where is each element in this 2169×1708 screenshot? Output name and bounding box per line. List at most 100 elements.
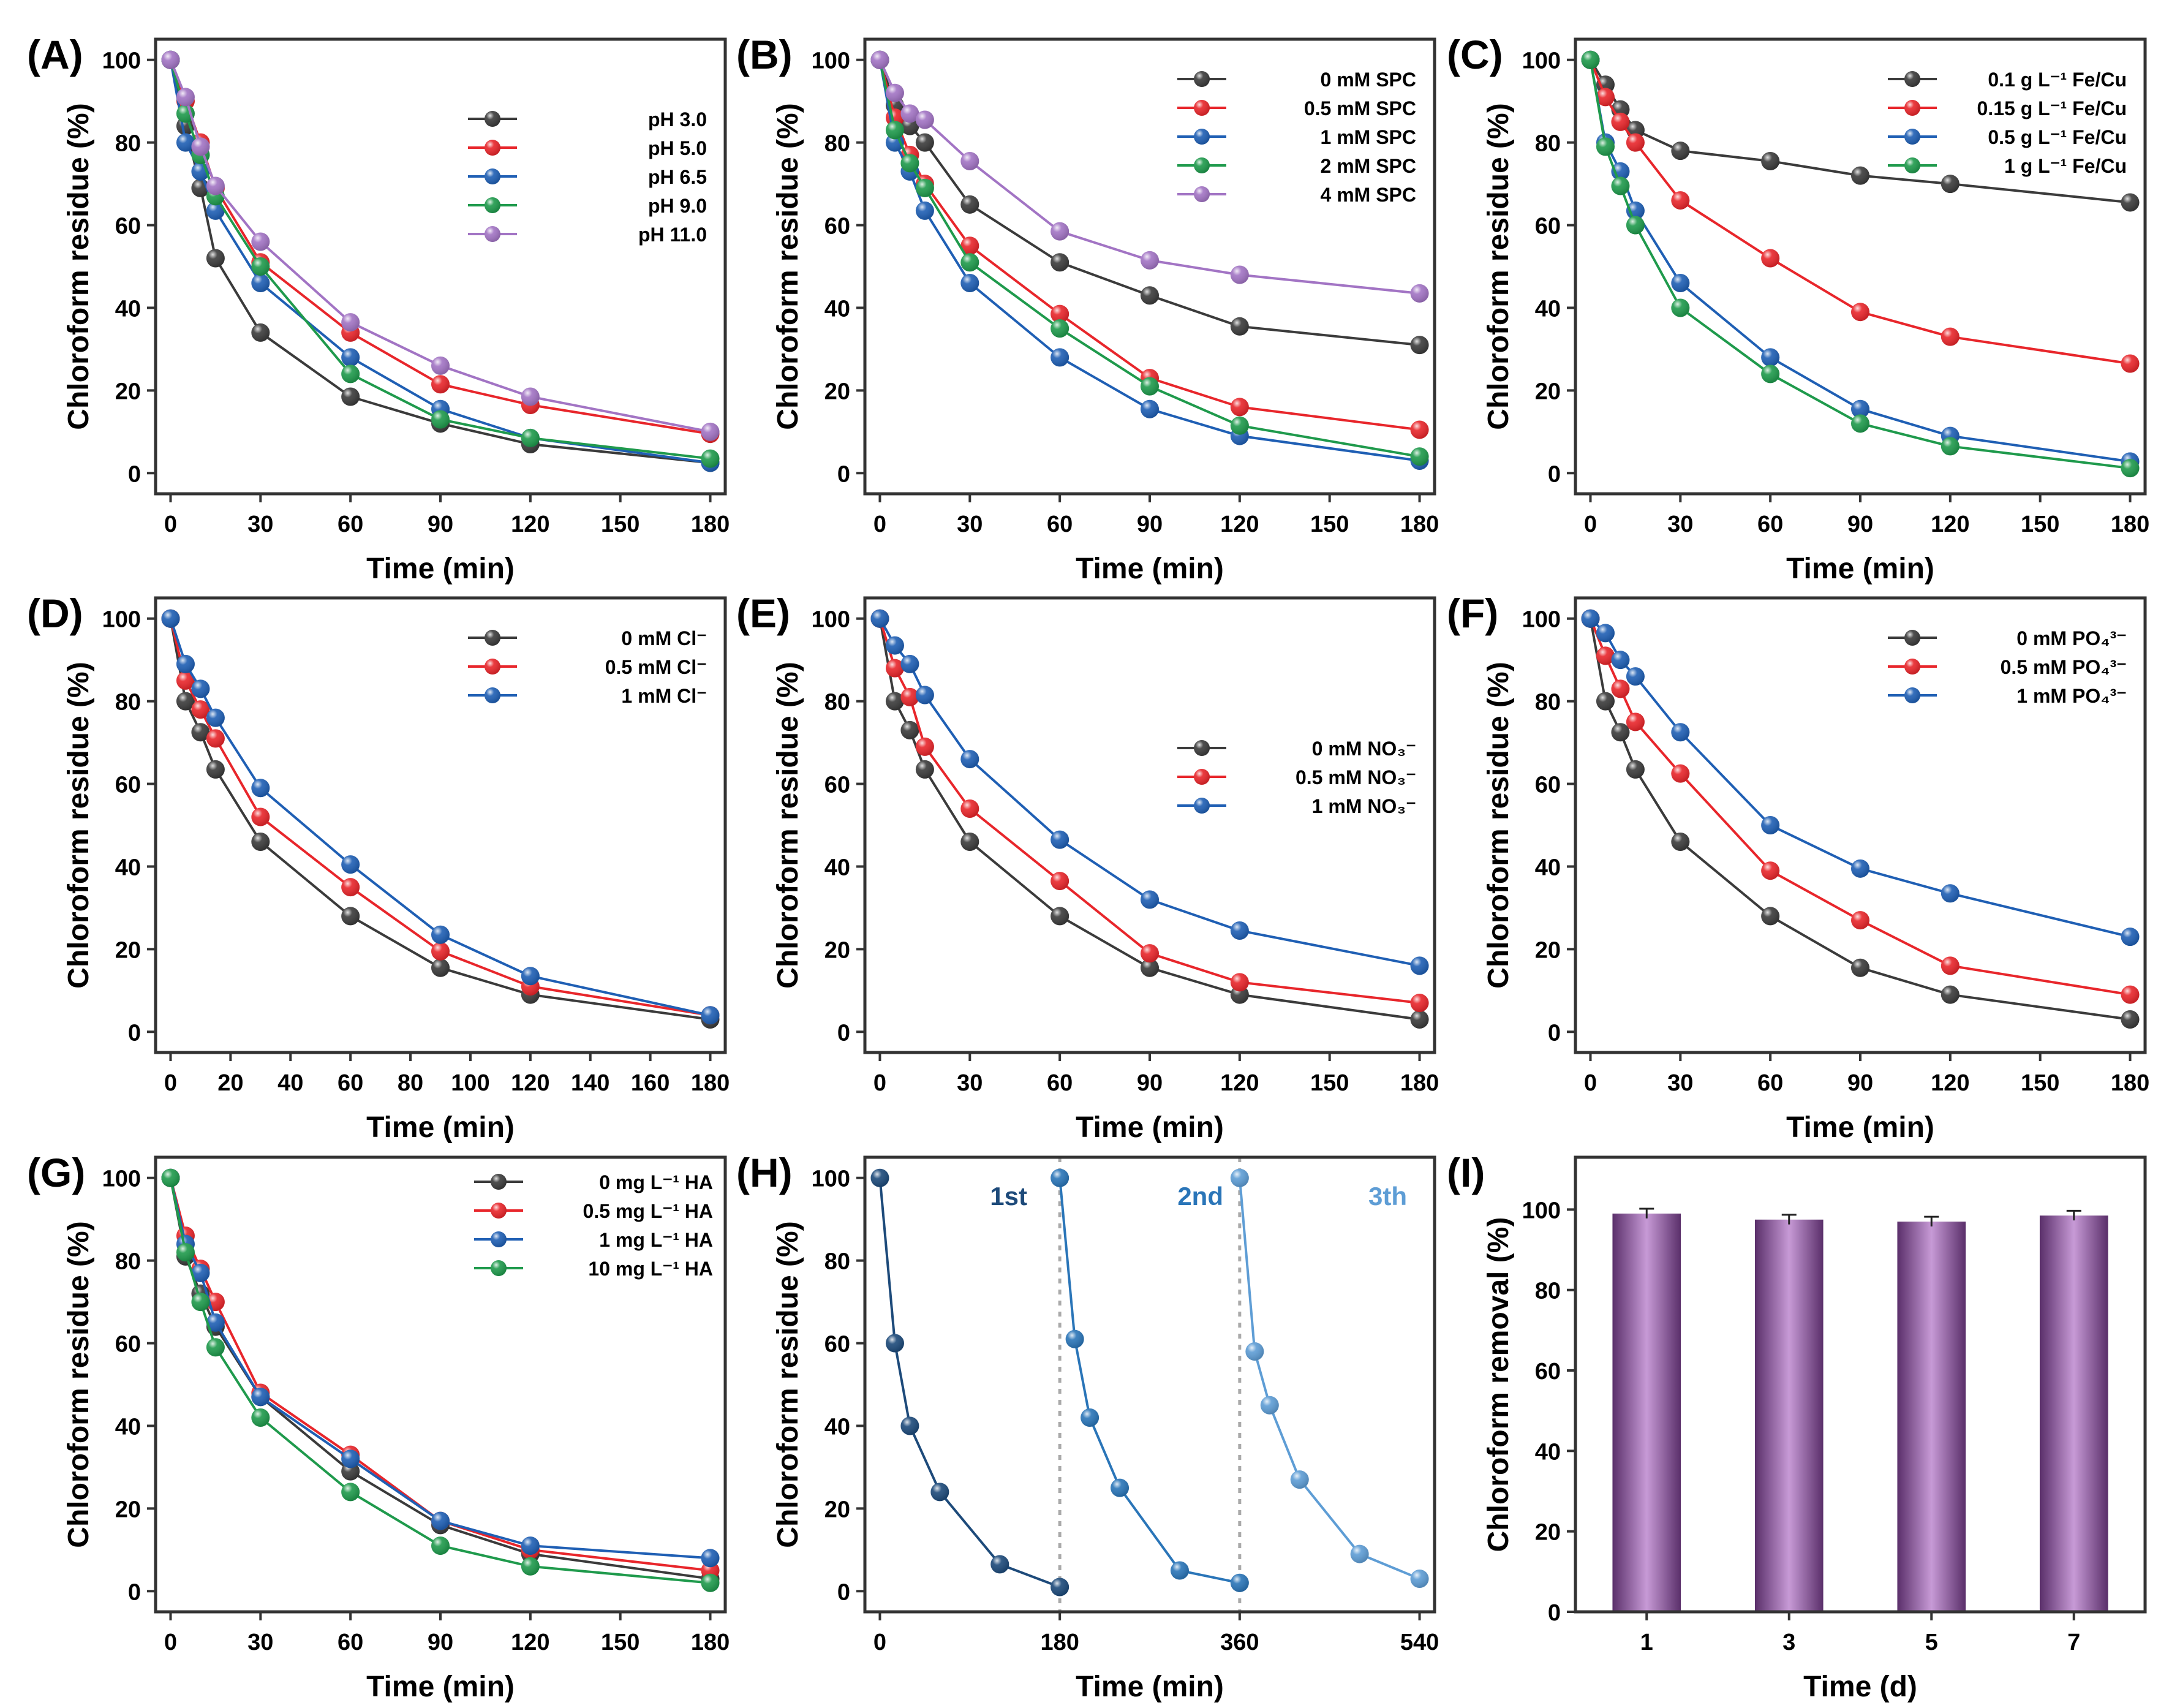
y-tick-label: 20 bbox=[115, 379, 141, 404]
y-axis-title: Chloroform removal (%) bbox=[1482, 1217, 1515, 1552]
data-point-highlight bbox=[1596, 646, 1615, 665]
y-tick-label: 60 bbox=[115, 1332, 141, 1358]
data-point-highlight bbox=[161, 50, 180, 69]
x-tick-label: 5 bbox=[1925, 1630, 1938, 1655]
data-point-highlight bbox=[1581, 609, 1600, 628]
data-point-highlight bbox=[206, 249, 225, 268]
legend-marker-highlight bbox=[1194, 157, 1210, 173]
data-point-highlight bbox=[1671, 764, 1690, 783]
x-tick-label: 120 bbox=[511, 1630, 549, 1655]
data-point-highlight bbox=[251, 232, 270, 251]
panel-b: (B) 0 20 40 60 80 100 0 30 60 90 120 150 180 Time (min… bbox=[736, 32, 1439, 585]
x-tick-label: 120 bbox=[1220, 1070, 1259, 1096]
panel-f: (F) 0 20 40 60 80 100 0 30 60 90 120 150 180 Time (min… bbox=[1447, 591, 2149, 1144]
data-point-highlight bbox=[191, 137, 210, 156]
x-tick-label: 60 bbox=[338, 1630, 363, 1655]
legend-marker-highlight bbox=[491, 1174, 507, 1190]
data-point-highlight bbox=[900, 1416, 919, 1435]
x-tick-label: 180 bbox=[2111, 1070, 2149, 1096]
data-point-highlight bbox=[1230, 398, 1249, 417]
y-tick-label: 80 bbox=[1535, 131, 1561, 157]
plot-area: 0 mM SPC 0.5 mM SPC 1 mM SPC 2 mM SPC 4 mM S… bbox=[870, 50, 1429, 470]
data-point-highlight bbox=[341, 855, 360, 874]
data-point-highlight bbox=[701, 1006, 720, 1025]
data-point-highlight bbox=[1671, 832, 1690, 851]
data-point-highlight bbox=[1410, 994, 1429, 1013]
data-point-highlight bbox=[1111, 1478, 1130, 1497]
data-point-highlight bbox=[1051, 1578, 1069, 1597]
data-point-highlight bbox=[1941, 437, 1960, 456]
data-point-highlight bbox=[1761, 348, 1780, 367]
legend-marker-highlight bbox=[485, 111, 500, 127]
data-point-highlight bbox=[1671, 273, 1690, 292]
legend-marker-highlight bbox=[485, 687, 500, 703]
x-tick-label: 120 bbox=[1931, 512, 1969, 537]
plot-frame bbox=[1574, 37, 2147, 496]
legend-label: 0 mM Cl⁻ bbox=[621, 627, 707, 649]
x-tick-label: 150 bbox=[2021, 512, 2059, 537]
panel-label: (E) bbox=[736, 591, 790, 636]
data-point-highlight bbox=[1851, 303, 1869, 322]
data-point-highlight bbox=[1051, 907, 1069, 926]
data-point-highlight bbox=[176, 692, 195, 711]
legend-marker-highlight bbox=[1904, 129, 1920, 145]
y-tick-label: 40 bbox=[115, 855, 141, 880]
y-tick-label: 60 bbox=[824, 773, 850, 798]
y-tick-label: 100 bbox=[102, 607, 141, 633]
series-line-2 bbox=[1238, 1177, 1420, 1580]
x-axis-title: Time (min) bbox=[1786, 1111, 1934, 1144]
y-tick-label: 80 bbox=[115, 690, 141, 716]
y-tick-label: 40 bbox=[115, 1414, 141, 1440]
data-point-highlight bbox=[521, 1536, 540, 1555]
panel-g: (G) 0 20 40 60 80 100 0 30 60 90 120 150 180 Time (min… bbox=[27, 1150, 730, 1703]
x-tick-label: 0 bbox=[873, 512, 886, 537]
x-axis-title: Time (min) bbox=[366, 1111, 515, 1144]
data-point-highlight bbox=[1170, 1561, 1189, 1580]
data-point-highlight bbox=[915, 110, 934, 129]
data-point-highlight bbox=[1230, 921, 1249, 940]
data-point-highlight bbox=[1851, 399, 1869, 418]
x-tick-label: 0 bbox=[164, 1630, 177, 1655]
data-point-highlight bbox=[1626, 667, 1645, 686]
data-point-highlight bbox=[1761, 249, 1780, 268]
legend-label: 0 mM NO₃⁻ bbox=[1312, 738, 1416, 760]
data-point-highlight bbox=[431, 356, 450, 375]
data-point-highlight bbox=[1230, 973, 1249, 992]
data-point-highlight bbox=[521, 1557, 540, 1576]
data-point-highlight bbox=[960, 273, 979, 292]
data-point-highlight bbox=[870, 609, 889, 628]
data-point-highlight bbox=[431, 410, 450, 429]
data-point-highlight bbox=[176, 1243, 195, 1262]
y-tick-label: 60 bbox=[115, 773, 141, 798]
y-tick-label: 20 bbox=[115, 1497, 141, 1522]
y-tick-label: 100 bbox=[102, 48, 141, 74]
y-tick-label: 60 bbox=[824, 214, 850, 240]
legend-label: pH 9.0 bbox=[648, 195, 707, 217]
data-point-highlight bbox=[2121, 1010, 2140, 1029]
panel-label: (D) bbox=[27, 591, 83, 636]
data-point-highlight bbox=[1596, 88, 1615, 107]
data-point-highlight bbox=[1230, 317, 1249, 336]
plot-area bbox=[1612, 1207, 2108, 1612]
x-tick-label: 90 bbox=[1137, 512, 1163, 537]
data-point-highlight bbox=[1851, 958, 1869, 977]
data-point-highlight bbox=[1941, 175, 1960, 194]
legend-marker-highlight bbox=[1194, 740, 1210, 756]
legend-label: 1 g L⁻¹ Fe/Cu bbox=[2004, 155, 2127, 177]
x-tick-label: 3 bbox=[1782, 1630, 1795, 1655]
legend-marker-highlight bbox=[491, 1231, 507, 1247]
data-point-highlight bbox=[251, 257, 270, 276]
bar-day-5 bbox=[1897, 1222, 1966, 1612]
legend: 0 mg L⁻¹ HA 0.5 mg L⁻¹ HA 1 mg L⁻¹ HA 10 mg… bbox=[474, 1171, 713, 1280]
data-point-highlight bbox=[1671, 723, 1690, 742]
data-point-highlight bbox=[885, 636, 904, 655]
data-point-highlight bbox=[1141, 286, 1159, 305]
data-point-highlight bbox=[1626, 133, 1645, 152]
data-point-highlight bbox=[1941, 327, 1960, 346]
x-tick-label: 140 bbox=[571, 1070, 609, 1096]
series-line-2 bbox=[878, 618, 1420, 967]
legend-marker-highlight bbox=[1194, 71, 1210, 87]
plot-frame bbox=[863, 596, 1436, 1054]
y-tick-label: 0 bbox=[1548, 1600, 1561, 1626]
panel-i: (I) 0 20 40 60 80 100 1 3 5 7 Time (d) Chloroform re… bbox=[1447, 1150, 2147, 1703]
